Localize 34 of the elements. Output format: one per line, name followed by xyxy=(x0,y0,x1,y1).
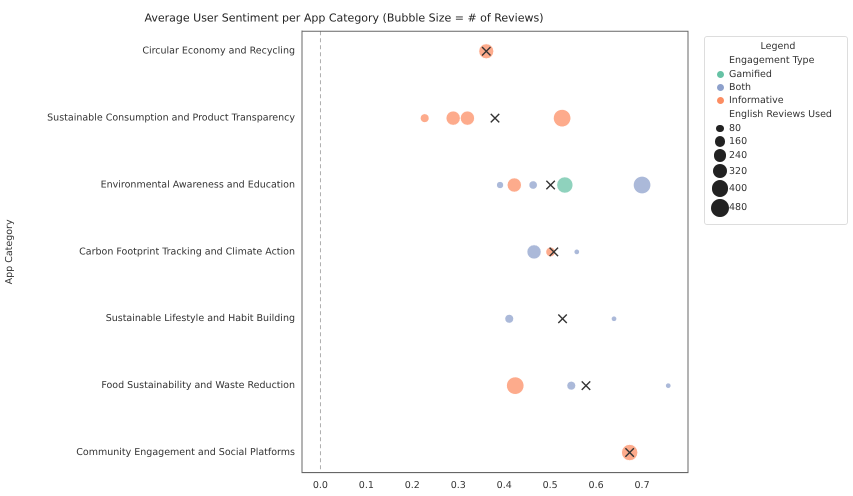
x-tick-label: 0.3 xyxy=(450,480,466,491)
legend-label: 480 xyxy=(729,202,748,214)
text: Both xyxy=(729,82,752,93)
y-tick-label: Food Sustainability and Waste Reduction xyxy=(101,380,295,392)
x-tick-label: 0.6 xyxy=(588,480,604,491)
x-tick-label: 0.4 xyxy=(496,480,512,491)
legend-label: 80 xyxy=(729,123,742,134)
point xyxy=(581,380,591,391)
x-tick-label: 0.5 xyxy=(542,480,558,491)
y-tick-label: Sustainable Consumption and Product Transparency xyxy=(47,112,296,124)
point xyxy=(490,113,500,124)
x-tick-label: 0.2 xyxy=(404,480,420,491)
legend-label: 160 xyxy=(729,136,748,147)
legend-label: Gamified xyxy=(729,69,772,80)
text: English Reviews Used xyxy=(729,109,833,120)
text: Engagement Type xyxy=(729,55,816,66)
y-tick-label: Circular Economy and Recycling xyxy=(142,46,295,57)
point xyxy=(558,314,568,324)
x-tick-label: 0.0 xyxy=(312,480,328,491)
y-tick-label: Community Engagement and Social Platforms xyxy=(76,447,296,458)
legend-label: 320 xyxy=(729,166,748,177)
point xyxy=(546,180,556,190)
point xyxy=(548,246,559,257)
y-tick-label: Carbon Footprint Tracking and Climate Action xyxy=(79,246,295,258)
legend-title: Legend xyxy=(760,41,796,52)
y-tick-label: Environmental Awareness and Education xyxy=(100,179,295,190)
x-tick-label: 0.7 xyxy=(634,480,650,491)
x-tick-label: 0.1 xyxy=(358,480,374,491)
y-axis-title: App Category xyxy=(4,219,16,284)
legend-label: 400 xyxy=(729,183,748,194)
chart-title: Average User Sentiment per App Category (Bubble Size = # of Reviews) xyxy=(144,11,544,24)
y-tick-label: Sustainable Lifestyle and Habit Building xyxy=(106,313,295,324)
legend-label: Informative xyxy=(729,95,784,106)
legend-label: 240 xyxy=(729,150,748,161)
